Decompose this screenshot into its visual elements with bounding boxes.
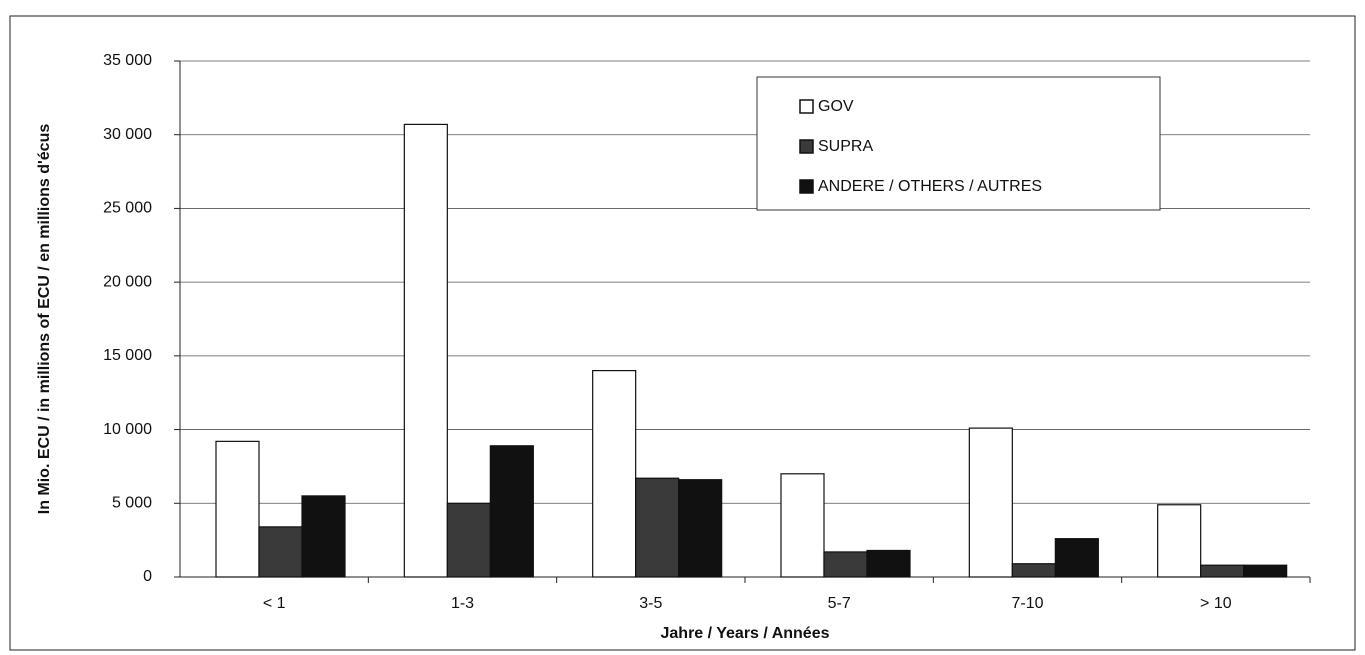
bar bbox=[968, 427, 1013, 578]
y-tick-label: 10 000 bbox=[103, 421, 152, 438]
y-axis-label: In Mio. ECU / in millions of ECU / en mi… bbox=[36, 124, 53, 515]
legend-box bbox=[756, 76, 1161, 211]
x-tick-label: 7-10 bbox=[1011, 595, 1043, 612]
y-tick-label: 35 000 bbox=[103, 52, 152, 69]
y-tick-label: 30 000 bbox=[103, 126, 152, 143]
legend-swatch bbox=[799, 99, 814, 114]
bar bbox=[823, 551, 868, 578]
bar bbox=[403, 123, 448, 578]
y-tick-label: 20 000 bbox=[103, 273, 152, 290]
bar bbox=[446, 502, 491, 578]
bar bbox=[780, 473, 825, 578]
bar bbox=[592, 370, 637, 578]
bar bbox=[1243, 564, 1288, 578]
bar bbox=[215, 440, 260, 578]
bar bbox=[489, 445, 534, 578]
x-tick-label: 1-3 bbox=[451, 595, 474, 612]
legend-label: SUPRA bbox=[818, 138, 873, 155]
y-tick-label: 25 000 bbox=[103, 200, 152, 217]
legend-swatch bbox=[799, 139, 814, 154]
bar bbox=[301, 495, 346, 578]
x-tick-label: < 1 bbox=[263, 595, 286, 612]
bar bbox=[635, 477, 680, 578]
bar bbox=[258, 526, 303, 578]
frame bbox=[9, 15, 1356, 651]
x-axis-label: Jahre / Years / Années bbox=[661, 625, 830, 642]
bar bbox=[1054, 538, 1099, 578]
x-tick-label: > 10 bbox=[1200, 595, 1232, 612]
bar bbox=[1011, 563, 1056, 578]
legend-label: ANDERE / OTHERS / AUTRES bbox=[818, 178, 1042, 195]
x-tick-label: 5-7 bbox=[828, 595, 851, 612]
legend-swatch bbox=[799, 179, 814, 194]
bar bbox=[1200, 564, 1245, 578]
y-tick-label: 15 000 bbox=[103, 347, 152, 364]
legend-label: GOV bbox=[818, 98, 854, 115]
bar bbox=[678, 479, 723, 578]
y-tick-label: 5 000 bbox=[112, 495, 152, 512]
x-tick-label: 3-5 bbox=[639, 595, 662, 612]
bar bbox=[1157, 504, 1202, 578]
bar bbox=[866, 549, 911, 578]
y-tick-label: 0 bbox=[143, 568, 152, 585]
